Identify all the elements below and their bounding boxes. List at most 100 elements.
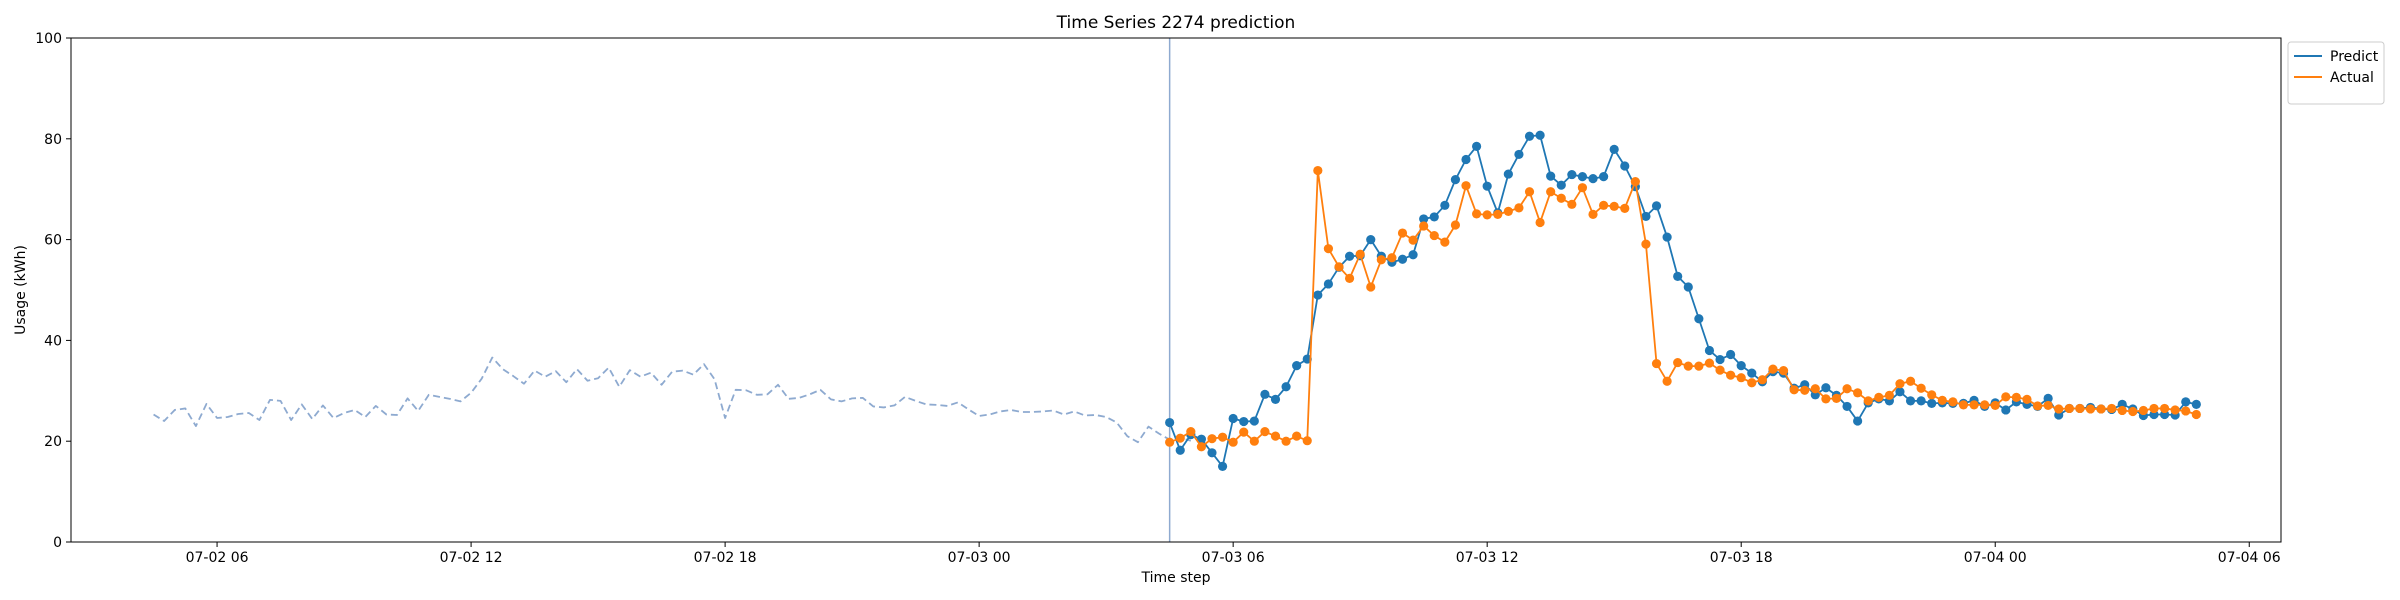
y-tick-label: 60 [44, 233, 62, 249]
actual-point [1440, 237, 1450, 247]
predict-point [1641, 211, 1651, 222]
actual-point [2181, 406, 2191, 416]
predict-point [1673, 271, 1683, 281]
predict-point [1366, 235, 1376, 245]
actual-point [1461, 181, 1471, 191]
predict-point [2001, 405, 2011, 415]
actual-point [1916, 383, 1926, 393]
actual-point [1715, 365, 1725, 375]
y-tick-label: 100 [35, 31, 62, 47]
y-axis: 0 20 40 60 80 100 [35, 31, 71, 551]
actual-point [1683, 361, 1693, 371]
predict-point [1196, 434, 1207, 444]
actual-point [1958, 400, 1969, 410]
actual-point [1694, 361, 1704, 371]
actual-point [1726, 370, 1736, 380]
predict-point [1577, 172, 1588, 182]
actual-point [1863, 396, 1873, 406]
x-tick-label: 07-02 18 [694, 550, 757, 566]
actual-point [1292, 431, 1302, 441]
predict-point [1503, 169, 1513, 179]
x-tick-label: 07-02 06 [186, 550, 249, 566]
predict-point [1599, 172, 1609, 182]
predict-point [1821, 383, 1831, 393]
predict-point [1440, 200, 1450, 210]
actual-point [2096, 404, 2106, 414]
x-axis: 07-02 06 07-02 12 07-02 18 07-03 00 07-03 06… [186, 542, 2281, 566]
predict-point [1853, 416, 1863, 426]
actual-point [1175, 433, 1185, 443]
predict-point [1471, 141, 1482, 151]
predict-point [1408, 250, 1418, 260]
actual-point [1620, 203, 1630, 213]
actual-point [2075, 403, 2085, 414]
plot-frame [70, 37, 2282, 543]
predict-point [1524, 131, 1535, 141]
predict-point [1916, 396, 1926, 406]
actual-point [1514, 203, 1524, 213]
predict-point [1567, 169, 1577, 180]
actual-point [1853, 388, 1863, 398]
predict-point [1556, 180, 1566, 190]
actual-point [2149, 403, 2159, 414]
actual-point [1535, 217, 1545, 228]
actual-point [2032, 401, 2043, 411]
actual-point [2159, 403, 2170, 414]
actual-point [2170, 405, 2180, 415]
actual-point [1355, 249, 1365, 259]
y-axis-title: Usage (kWh) [13, 245, 29, 335]
y-tick-label: 0 [53, 535, 62, 551]
actual-point [1662, 376, 1672, 386]
predict-point [1323, 279, 1334, 289]
x-tick-label: 07-03 18 [1710, 550, 1773, 566]
predict-point [1207, 448, 1217, 458]
actual-point [1831, 393, 1842, 403]
actual-point [2107, 403, 2117, 414]
actual-point [1874, 392, 1884, 402]
predict-point [1588, 174, 1598, 184]
actual-point [1673, 357, 1683, 368]
actual-point [2001, 392, 2011, 402]
predict-point [1313, 290, 1323, 300]
actual-point [1249, 436, 1259, 446]
actual-point [2022, 394, 2032, 404]
predict-point [1292, 361, 1302, 371]
predict-point [1228, 413, 1238, 424]
predict-point [1397, 254, 1408, 264]
actual-point [2191, 409, 2201, 420]
actual-point [1948, 397, 1958, 407]
predict-point [1270, 394, 1281, 404]
actual-point [1217, 432, 1228, 442]
predict-point [1895, 387, 1905, 397]
actual-point [1810, 384, 1820, 394]
x-tick-label: 07-02 12 [440, 550, 503, 566]
predict-point [1165, 417, 1175, 428]
actual-point [1736, 373, 1746, 383]
legend: Predict Actual [2287, 41, 2385, 105]
actual-point [1567, 199, 1577, 209]
x-axis-title: Time step [1141, 570, 1211, 586]
actual-point [1927, 390, 1937, 400]
actual-point [1747, 378, 1757, 388]
predict-point [2043, 393, 2053, 403]
history-line [153, 356, 1192, 444]
actual-point [1344, 273, 1355, 284]
actual-point [1376, 255, 1386, 265]
actual-point [1493, 209, 1503, 219]
plot-area [153, 38, 2201, 542]
predict-point [1239, 416, 1249, 427]
y-tick-label: 40 [44, 333, 62, 349]
actual-point [1821, 394, 1831, 404]
actual-point [2085, 404, 2096, 414]
actual-point [1990, 400, 2000, 411]
predict-point [1662, 232, 1672, 242]
actual-point [1588, 209, 1598, 219]
actual-point [1980, 400, 1990, 410]
x-tick-label: 07-04 00 [1964, 550, 2027, 566]
predict-point [1260, 389, 1270, 399]
predict-point [1683, 282, 1693, 292]
actual-point [1207, 434, 1217, 444]
actual-point [1408, 235, 1418, 245]
